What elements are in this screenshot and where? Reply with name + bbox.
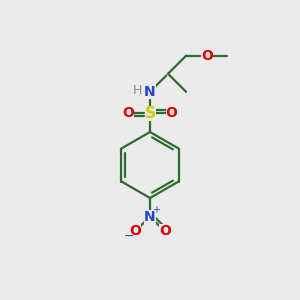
- Text: O: O: [122, 106, 134, 120]
- Text: H: H: [133, 84, 142, 97]
- Text: −: −: [123, 230, 134, 243]
- Text: S: S: [145, 106, 155, 121]
- Text: O: O: [166, 106, 178, 120]
- Text: N: N: [144, 210, 156, 224]
- Text: O: O: [201, 49, 213, 63]
- Text: O: O: [129, 224, 141, 239]
- Text: +: +: [152, 205, 160, 215]
- Text: O: O: [159, 224, 171, 239]
- Text: N: N: [144, 85, 156, 99]
